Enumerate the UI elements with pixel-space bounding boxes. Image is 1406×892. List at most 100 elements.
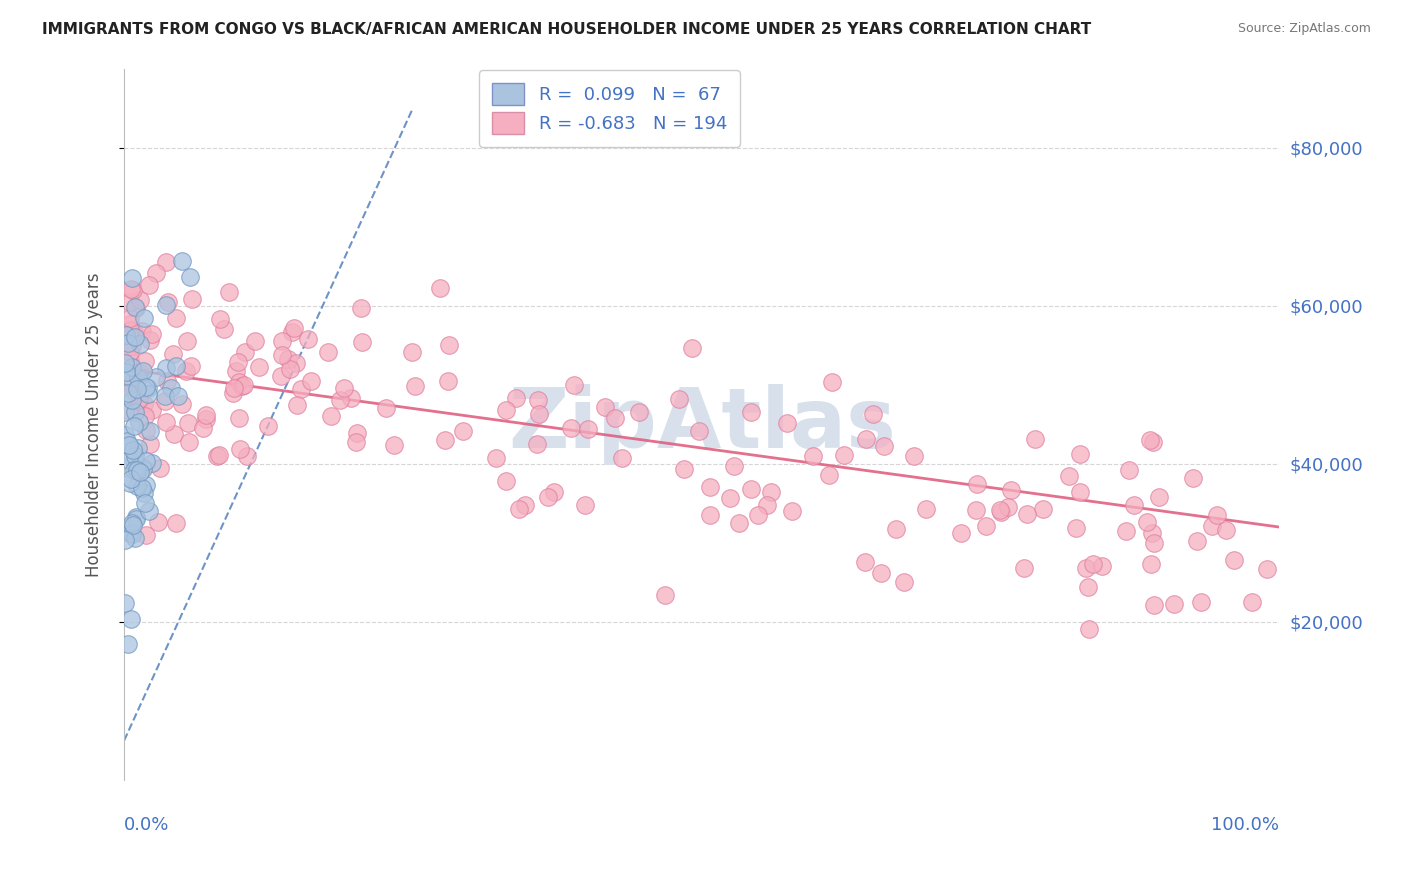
Point <box>176 334 198 348</box>
Point <box>747 508 769 523</box>
Point <box>299 374 322 388</box>
Point <box>433 434 456 448</box>
Point <box>118 476 141 491</box>
Point <box>165 311 187 326</box>
Point <box>914 502 936 516</box>
Point <box>155 415 177 429</box>
Point <box>135 478 157 492</box>
Point <box>127 370 149 384</box>
Point <box>165 359 187 374</box>
Point <box>132 462 155 476</box>
Text: IMMIGRANTS FROM CONGO VS BLACK/AFRICAN AMERICAN HOUSEHOLDER INCOME UNDER 25 YEAR: IMMIGRANTS FROM CONGO VS BLACK/AFRICAN A… <box>42 22 1091 37</box>
Point <box>1147 491 1170 505</box>
Point <box>117 335 139 350</box>
Point <box>121 392 143 407</box>
Point <box>124 301 146 315</box>
Point <box>1077 580 1099 594</box>
Point <box>118 317 141 331</box>
Point <box>121 359 143 374</box>
Point <box>526 436 548 450</box>
Point <box>628 405 651 419</box>
Point <box>124 326 146 341</box>
Point <box>437 374 460 388</box>
Point <box>284 356 307 370</box>
Point <box>1012 561 1035 575</box>
Point <box>120 282 142 296</box>
Point <box>1069 447 1091 461</box>
Text: 0.0%: 0.0% <box>124 815 170 834</box>
Point <box>195 412 218 426</box>
Point <box>508 502 530 516</box>
Point <box>903 449 925 463</box>
Point <box>350 334 373 349</box>
Point <box>155 297 177 311</box>
Point <box>884 522 907 536</box>
Point <box>543 484 565 499</box>
Point <box>114 365 136 379</box>
Point <box>1064 520 1087 534</box>
Point <box>1143 536 1166 550</box>
Point <box>233 345 256 359</box>
Point <box>718 491 741 506</box>
Point <box>344 435 367 450</box>
Point <box>853 555 876 569</box>
Point <box>177 434 200 449</box>
Point <box>118 295 141 310</box>
Point <box>114 533 136 547</box>
Point <box>125 301 148 315</box>
Point <box>125 512 148 526</box>
Point <box>128 365 150 379</box>
Point <box>125 463 148 477</box>
Point <box>114 405 136 419</box>
Point <box>118 369 141 384</box>
Point <box>155 255 177 269</box>
Point <box>1205 508 1227 522</box>
Point <box>132 460 155 475</box>
Point <box>1078 622 1101 636</box>
Point <box>529 407 551 421</box>
Point <box>672 462 695 476</box>
Point <box>527 392 550 407</box>
Point <box>138 437 160 451</box>
Point <box>115 434 138 448</box>
Point <box>513 499 536 513</box>
Point <box>117 386 139 401</box>
Point <box>699 480 721 494</box>
Point <box>1136 515 1159 529</box>
Point <box>974 519 997 533</box>
Point <box>1024 432 1046 446</box>
Point <box>145 369 167 384</box>
Point <box>1222 552 1244 566</box>
Point <box>131 481 153 495</box>
Point <box>319 409 342 423</box>
Point <box>121 271 143 285</box>
Point <box>124 405 146 419</box>
Point <box>235 449 257 463</box>
Point <box>131 364 153 378</box>
Point <box>156 374 179 388</box>
Y-axis label: Householder Income Under 25 years: Householder Income Under 25 years <box>86 272 103 576</box>
Point <box>1142 434 1164 449</box>
Point <box>1140 525 1163 540</box>
Point <box>118 438 141 452</box>
Point <box>593 400 616 414</box>
Point <box>699 508 721 522</box>
Point <box>333 381 356 395</box>
Point <box>228 355 250 369</box>
Point <box>862 407 884 421</box>
Point <box>965 503 987 517</box>
Point <box>114 428 136 442</box>
Point <box>1140 557 1163 571</box>
Point <box>117 637 139 651</box>
Point <box>429 281 451 295</box>
Point <box>135 423 157 437</box>
Point <box>141 326 163 341</box>
Point <box>167 389 190 403</box>
Point <box>401 345 423 359</box>
Point <box>801 449 824 463</box>
Point <box>122 283 145 297</box>
Point <box>121 339 143 353</box>
Point <box>740 482 762 496</box>
Point <box>270 334 292 348</box>
Point <box>855 432 877 446</box>
